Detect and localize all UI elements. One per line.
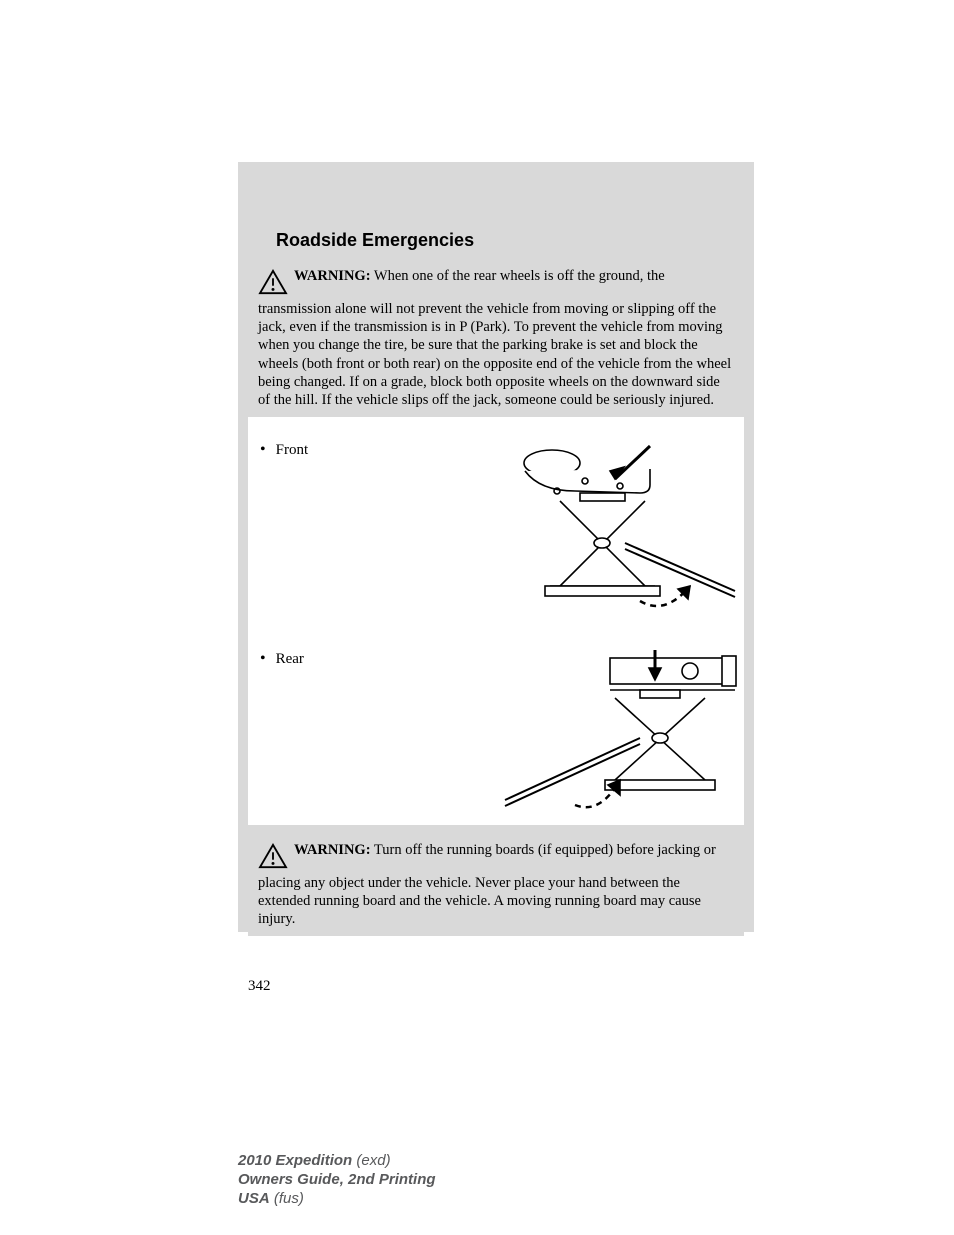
content-area: Roadside Emergencies WARNING: When one o… [248,172,744,936]
footer-line-3: USA (fus) [238,1190,436,1209]
footer-l1-bold: 2010 Expedition [238,1152,352,1169]
footer-l2-bold: Owners Guide, 2nd Printing [238,1171,436,1188]
warning-1-label: WARNING: [294,268,371,284]
footer-line-1: 2010 Expedition (exd) [238,1152,436,1171]
body-white: Front [248,417,744,825]
footer-line-2: Owners Guide, 2nd Printing [238,1171,436,1190]
warning-1-text: WARNING: When one of the rear wheels is … [258,268,731,408]
page-number: 342 [248,978,271,995]
warning-box-2: WARNING: Turn off the running boards (if… [248,837,744,937]
warning-icon [258,269,288,300]
diagram-front [478,441,744,626]
footer-l3-ital: (fus) [270,1190,304,1207]
bullet-front-row: Front [248,417,744,626]
footer-l1-ital: (exd) [352,1152,390,1169]
footer: 2010 Expedition (exd) Owners Guide, 2nd … [238,1152,436,1208]
bullet-rear-row: Rear [248,626,744,825]
warning-2-text: WARNING: Turn off the running boards (if… [258,842,716,927]
diagram-rear [478,650,744,825]
warning-2-label: WARNING: [294,842,371,858]
warning-icon [258,843,288,874]
bullet-front-label: Front [258,441,478,459]
footer-l3-bold: USA [238,1190,270,1207]
warning-box-1: WARNING: When one of the rear wheels is … [248,263,744,417]
section-title: Roadside Emergencies [248,172,744,263]
bullet-rear-label: Rear [258,650,478,668]
warning-1-body: When one of the rear wheels is off the g… [258,268,731,408]
